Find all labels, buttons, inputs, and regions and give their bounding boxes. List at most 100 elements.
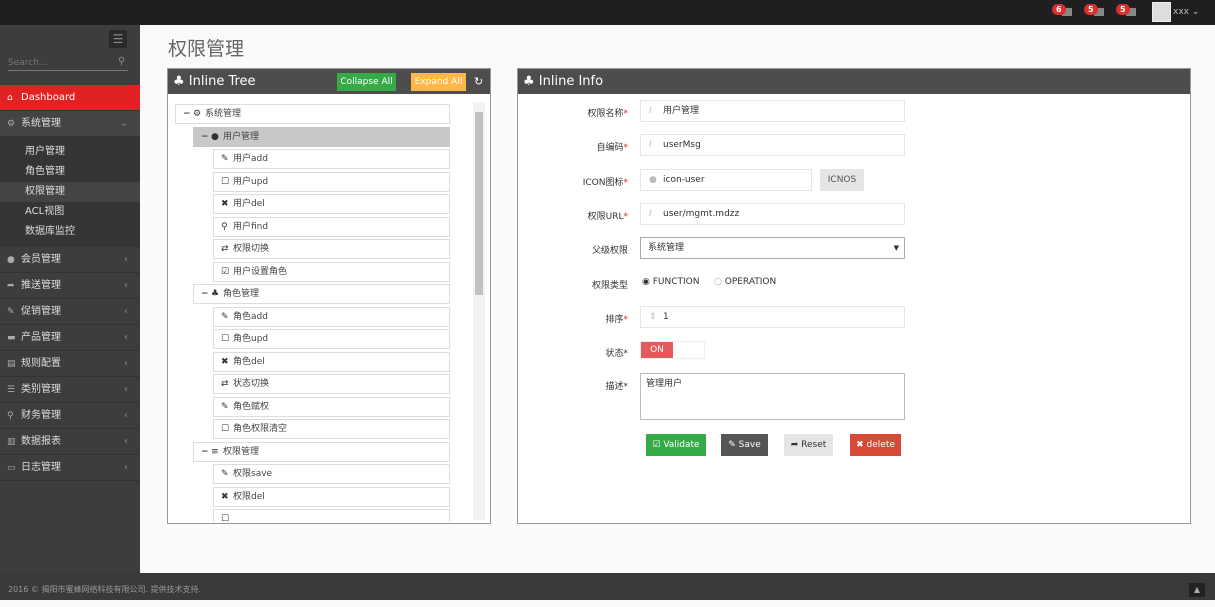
sidebar-item[interactable]: ⌂ Dashboard bbox=[0, 85, 140, 111]
delete-button[interactable]: ✖ delete bbox=[850, 434, 901, 456]
tree-node[interactable]: ☐ 用户upd bbox=[213, 171, 450, 192]
status-toggle[interactable]: ON bbox=[640, 341, 705, 359]
pencil-icon: ✎ bbox=[221, 401, 229, 412]
sidebar-subitem[interactable]: ACL视图 bbox=[25, 206, 65, 217]
share-icon: ➦ bbox=[7, 281, 15, 291]
url-label: 权限URL* bbox=[587, 212, 628, 222]
radio-operation[interactable]: ○ OPERATION bbox=[714, 277, 777, 287]
notification-bell[interactable]: 6 bbox=[1052, 4, 1074, 18]
info-panel-header: ♣ Inline Info bbox=[518, 69, 1190, 94]
user-icon: ● bbox=[211, 131, 219, 142]
tree-node[interactable]: ⇄ 状态切换 bbox=[213, 374, 450, 394]
tree-node[interactable]: ☐ bbox=[213, 509, 450, 522]
reset-button[interactable]: ➦ Reset bbox=[784, 434, 833, 456]
notification-inbox[interactable]: 5 bbox=[1084, 4, 1106, 18]
edit-icon: ☐ bbox=[221, 334, 230, 344]
sidebar-subitem[interactable]: 数据库监控 bbox=[25, 226, 75, 237]
sidebar-subitem[interactable]: 角色管理 bbox=[25, 166, 65, 177]
chevron-down-icon: ⌄ bbox=[1191, 7, 1200, 17]
validate-button[interactable]: ☑ Validate bbox=[646, 434, 706, 456]
sidebar-item-label: 类别管理 bbox=[21, 384, 61, 395]
collapse-toggle-icon[interactable]: − bbox=[201, 289, 209, 299]
scrollbar-thumb[interactable] bbox=[475, 112, 483, 295]
save-button[interactable]: ✎ Save bbox=[721, 434, 768, 456]
tree-node-label: 角色del bbox=[233, 356, 265, 367]
sidebar-item[interactable]: ✎ 促销管理 ‹ bbox=[0, 299, 140, 325]
sidebar-subitem[interactable]: 权限管理 bbox=[0, 182, 140, 202]
tree-node[interactable]: ✖ 用户del bbox=[213, 194, 450, 214]
username: xxx bbox=[1173, 7, 1189, 17]
sidebar-item[interactable]: ▭ 日志管理 ‹ bbox=[0, 455, 140, 481]
reorder-icon: ≡ bbox=[211, 446, 219, 457]
tree-node[interactable]: ✎ 用户add bbox=[213, 149, 450, 169]
pencil-icon: ✎ bbox=[728, 440, 736, 450]
tree-node[interactable]: ✎ 权限save bbox=[213, 464, 450, 484]
sitemap-icon: ♣ bbox=[523, 74, 535, 89]
tree-node[interactable]: − ● 用户管理 bbox=[193, 126, 450, 147]
avatar[interactable] bbox=[1152, 2, 1171, 22]
sidebar-item[interactable]: ▤ 规则配置 ‹ bbox=[0, 351, 140, 377]
tree-node[interactable]: − ♣ 角色管理 bbox=[193, 284, 450, 304]
tree-node[interactable]: − ⚙ 系统管理 bbox=[175, 104, 450, 124]
sidebar-item[interactable]: ☰ 类别管理 ‹ bbox=[0, 377, 140, 403]
notification-tasks[interactable]: 5 bbox=[1116, 4, 1138, 18]
scroll-to-top-icon[interactable]: ▲ bbox=[1189, 583, 1205, 597]
tree-node-label: 角色管理 bbox=[223, 289, 260, 299]
collapse-toggle-icon[interactable]: − bbox=[201, 446, 209, 457]
tree-node[interactable]: ⇄ 权限切换 bbox=[213, 239, 450, 259]
inbox-count: 5 bbox=[1084, 4, 1098, 15]
collapse-toggle-icon[interactable]: − bbox=[201, 131, 209, 142]
form-row-parent: 父级权限 系统管理 ▼ bbox=[518, 237, 1191, 261]
sidebar-item-label: Dashboard bbox=[21, 92, 76, 103]
desc-label: 描述* bbox=[605, 382, 628, 392]
tree-node-label: 角色add bbox=[233, 311, 268, 322]
tree-node[interactable]: ✖ 权限del bbox=[213, 486, 450, 507]
remove-icon: ✖ bbox=[221, 356, 229, 367]
text-cursor-icon: I bbox=[649, 209, 652, 219]
tree-node-label: 用户设置角色 bbox=[233, 266, 288, 277]
pencil-icon: ✎ bbox=[221, 311, 229, 322]
tree-scrollbar[interactable] bbox=[473, 102, 485, 520]
tree-node[interactable]: ✎ 角色赋权 bbox=[213, 396, 450, 417]
desc-textarea[interactable]: 管理用户 bbox=[640, 373, 905, 420]
tree-node-label: 用户add bbox=[233, 154, 268, 164]
user-menu[interactable]: xxx ⌄ bbox=[1173, 7, 1199, 17]
tree-node[interactable]: ⚲ 用户find bbox=[213, 216, 450, 237]
sidebar-search-input[interactable] bbox=[8, 55, 128, 71]
sidebar-item[interactable]: ▬ 产品管理 ‹ bbox=[0, 325, 140, 351]
sidebar-subitem[interactable]: 用户管理 bbox=[25, 146, 65, 157]
tree-node[interactable]: ✎ 角色add bbox=[213, 306, 450, 327]
tree-node[interactable]: ☑ 用户设置角色 bbox=[213, 261, 450, 282]
sidebar-item[interactable]: ➦ 推送管理 ‹ bbox=[0, 273, 140, 299]
icons-button[interactable]: ICNOS bbox=[820, 169, 864, 191]
sidebar-toggle-icon[interactable]: ☰ bbox=[109, 30, 127, 48]
form-row-name: 权限名称* I 用户管理 bbox=[518, 100, 1191, 124]
sidebar-item-label: 促销管理 bbox=[21, 306, 61, 317]
search-icon[interactable]: ⚲ bbox=[118, 56, 126, 67]
name-input[interactable]: I 用户管理 bbox=[640, 100, 905, 122]
sidebar-item[interactable]: ⚲ 财务管理 ‹ bbox=[0, 403, 140, 429]
radio-function[interactable]: ◉ FUNCTION bbox=[642, 277, 700, 287]
edit-icon: ☐ bbox=[221, 176, 230, 187]
collapse-all-button[interactable]: Collapse All bbox=[337, 73, 396, 91]
expand-all-button[interactable]: Expand All bbox=[411, 73, 466, 91]
tree-node[interactable]: − ≡ 权限管理 bbox=[193, 441, 450, 462]
order-stepper[interactable]: ⇕ 1 bbox=[640, 306, 905, 328]
tree-node[interactable]: ☐ 角色upd bbox=[213, 329, 450, 349]
chevron-left-icon: ‹ bbox=[124, 384, 128, 395]
tree-node[interactable]: ✖ 角色del bbox=[213, 351, 450, 372]
sidebar-item[interactable]: ▥ 数据报表 ‹ bbox=[0, 429, 140, 455]
remove-icon: ✖ bbox=[221, 199, 229, 209]
refresh-icon[interactable]: ↻ bbox=[474, 75, 484, 88]
sidebar-item[interactable]: ⚙ 系统管理 ⌄ bbox=[0, 111, 140, 137]
collapse-toggle-icon[interactable]: − bbox=[183, 109, 191, 119]
parent-select[interactable]: 系统管理 ▼ bbox=[640, 237, 905, 259]
icon-input[interactable]: ● icon-user bbox=[640, 169, 812, 191]
sidebar-item[interactable]: ● 会员管理 ‹ bbox=[0, 247, 140, 273]
pencil-icon: ✎ bbox=[221, 154, 229, 164]
tree-node[interactable]: ☐ 角色权限清空 bbox=[213, 419, 450, 439]
